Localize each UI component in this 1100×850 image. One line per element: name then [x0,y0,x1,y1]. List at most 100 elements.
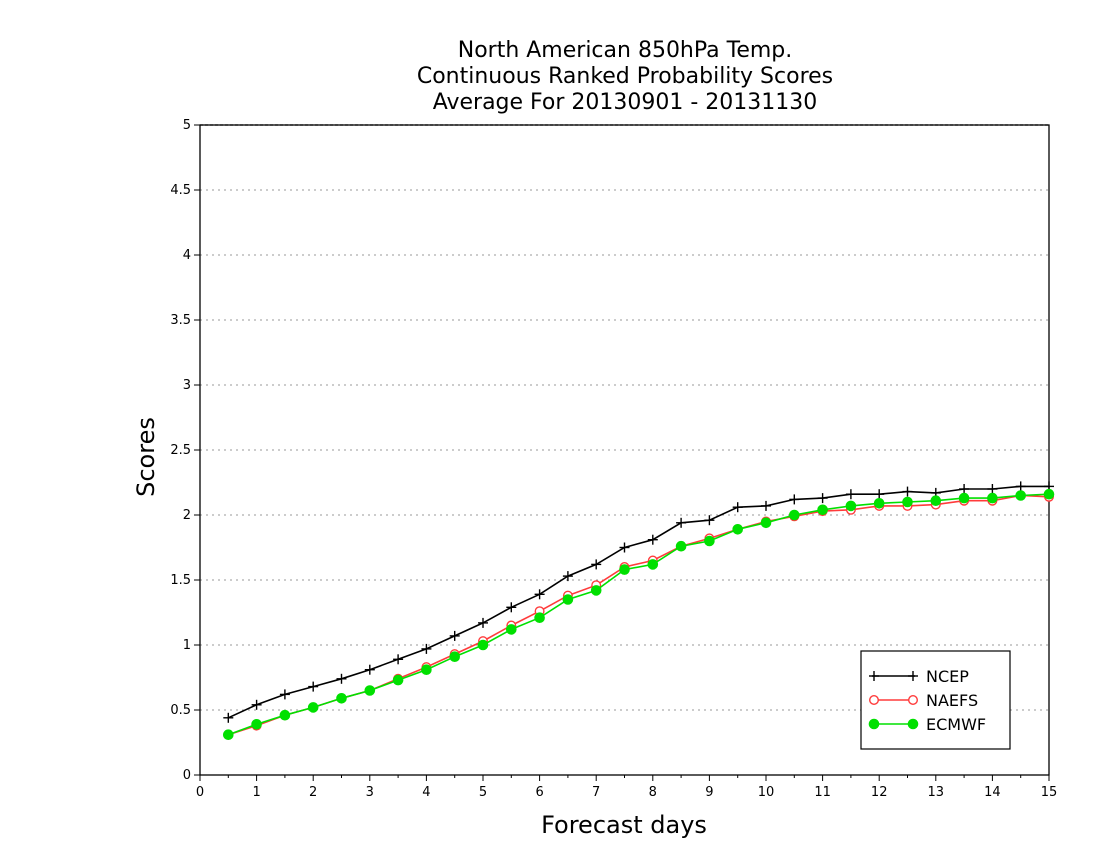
legend-marker [868,718,880,730]
ecmwf-point [392,674,404,686]
ncep-point [336,673,347,684]
ncep-point [959,484,970,494]
x-tick-label: 14 [984,785,1001,800]
x-tick-label: 3 [366,785,374,800]
series-lines [223,481,1055,741]
ecmwf-point [902,496,913,508]
ncep-point [902,486,913,497]
ncep-point [647,534,658,545]
y-tick-label: 3.5 [170,313,191,328]
x-tick-label: 8 [649,785,657,800]
ncep-point [676,517,687,528]
ecmwf-point [562,594,574,605]
ncep-point [449,630,460,641]
ecmwf-point [987,492,998,504]
legend-marker [908,695,919,706]
chart-title-line-1: North American 850hPa Temp. [457,38,793,63]
ncep-point [364,664,375,675]
ncep-point [478,617,488,628]
ncep-point [732,502,743,513]
y-tick-label: 5 [183,118,191,133]
ecmwf-point [534,612,545,624]
series-ncep [223,481,1054,723]
ncep-point [845,489,856,500]
ecmwf-point [477,639,489,651]
chart-title-line-3: Average For 20130901 - 20131130 [432,90,818,115]
ecmwf-point [930,495,942,507]
ecmwf-point [958,492,970,504]
x-tick-label: 12 [871,785,888,800]
ecmwf-point [223,729,234,741]
ecmwf-point [279,709,291,721]
x-tick-label: 13 [928,785,945,800]
ncep-point [308,681,319,692]
ncep-point [421,643,432,654]
legend-entry-naefs: NAEFS [869,691,978,710]
x-tick-label: 6 [535,785,543,800]
ecmwf-point [732,524,744,535]
ecmwf-point [675,540,687,552]
ecmwf-point [1043,488,1055,500]
y-tick-label: 4.5 [170,183,191,198]
x-tick-label: 9 [705,785,713,800]
y-tick-label: 0.5 [170,703,191,718]
y-tick-label: 1.5 [170,573,191,588]
y-tick-label: 2.5 [170,443,191,458]
ncep-point [393,654,404,665]
ncep-point [591,559,602,570]
ncep-point [817,493,828,504]
ncep-point [789,494,800,505]
ecmwf-point [1015,490,1027,501]
ncep-point [279,689,290,700]
series-ecmwf [223,488,1055,741]
ecmwf-point [364,685,376,696]
legend-label-naefs: NAEFS [926,691,978,710]
x-tick-label: 5 [479,785,487,800]
ncep-point [223,712,234,723]
y-tick-label: 3 [183,378,191,393]
ecmwf-point [647,559,659,570]
axes: 00.511.522.533.544.550 1 2 3 4 5 6 7 8 9 10 11 12 13 1… [170,118,1057,800]
ncep-point [704,515,715,526]
legend-entry-ecmwf: ECMWF [868,715,986,734]
x-tick-label: 0 [196,785,204,800]
y-tick-label: 2 [183,508,191,523]
ecmwf-point [506,624,517,635]
ncep-point [874,489,885,500]
legend-label-ncep: NCEP [926,667,969,686]
ncep-point [761,500,771,511]
ecmwf-point [704,535,715,547]
legend-label-ecmwf: ECMWF [926,715,986,734]
ecmwf-point [817,504,828,516]
chart-title-line-2: Continuous Ranked Probability Scores [416,64,834,89]
ncep-point [534,589,545,600]
ecmwf-point [449,651,461,663]
x-tick-label: 2 [309,785,317,800]
x-axis-title: Forecast days [541,811,707,839]
legend-marker [869,695,880,706]
x-tick-label: 15 [1041,785,1058,800]
ncep-point [1015,481,1026,492]
ecmwf-point [760,517,772,529]
ecmwf-point [845,500,857,512]
ncep-point [987,484,998,494]
ncep-point [506,602,517,613]
ecmwf-point [590,585,602,596]
x-tick-label: 7 [592,785,600,800]
ecmwf-point [307,702,319,713]
ecmwf-point [619,564,630,575]
y-tick-label: 0 [183,768,191,783]
y-tick-label: 4 [183,248,191,263]
x-tick-label: 1 [252,785,260,800]
x-tick-label: 11 [814,785,831,800]
ecmwf-point [251,719,262,730]
legend: NCEP NAEFS ECMWF [860,650,1011,750]
gridlines [200,189,1049,711]
ecmwf-point [336,693,347,704]
y-axis-title: Scores [132,417,160,497]
ecmwf-point [421,664,432,676]
ncep-point [562,571,573,582]
ncep-point [251,699,262,710]
y-tick-label: 1 [183,638,191,653]
